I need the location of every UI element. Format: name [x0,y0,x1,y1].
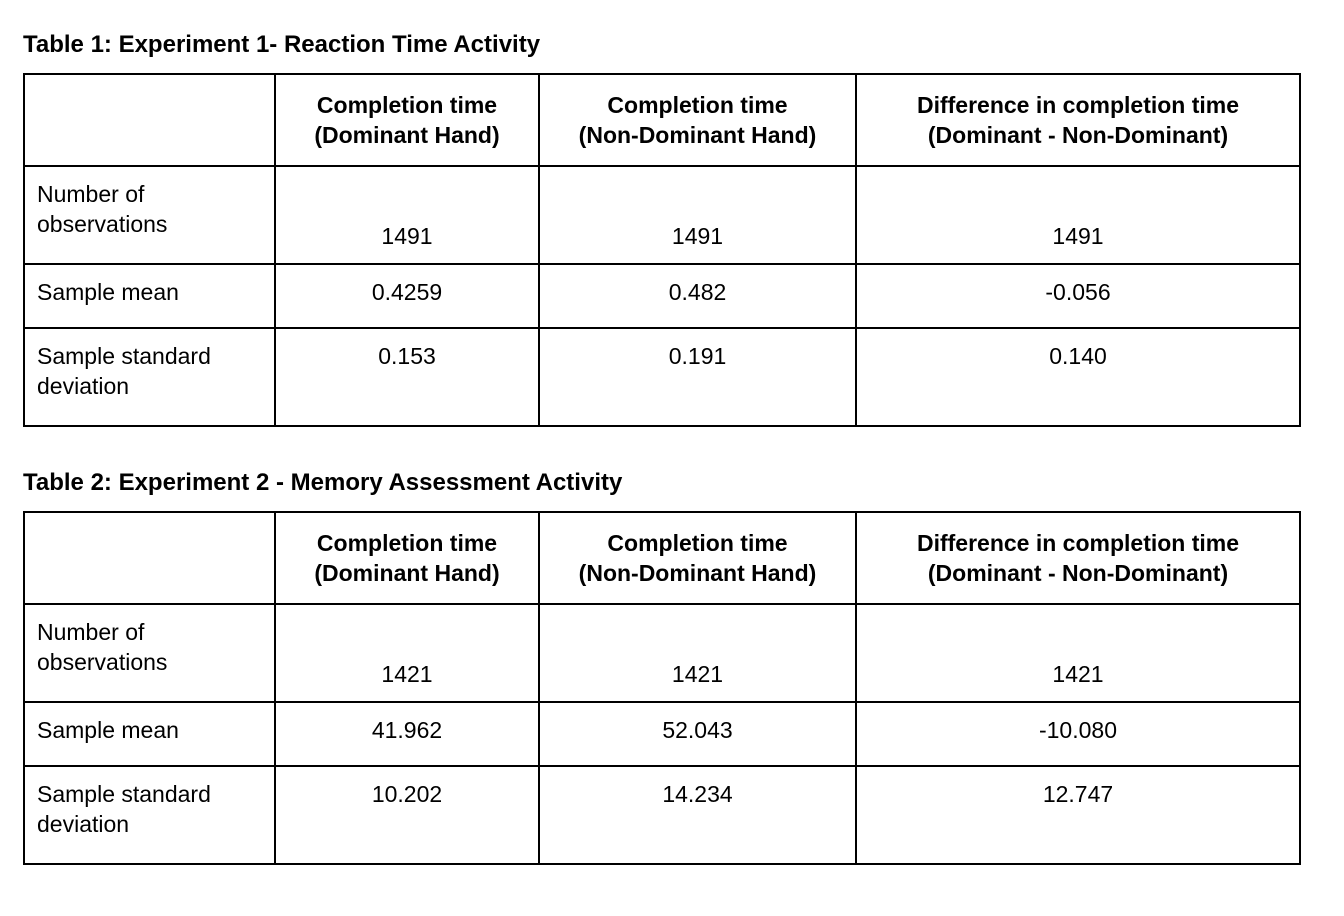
header-line-1: Completion time [607,530,788,556]
table2-title: Table 2: Experiment 2 - Memory Assessmen… [23,469,623,496]
table2-observations-dominant: 1421 [274,603,540,703]
table1-sd-dominant: 0.153 [274,327,540,427]
table1-sd-difference: 0.140 [855,327,1301,427]
table2-observations-difference: 1421 [855,603,1301,703]
table1-observations-difference: 1491 [855,165,1301,265]
table2-corner-cell [23,511,276,605]
table2-sd-difference: 12.747 [855,765,1301,865]
table1-header-row: Completion time (Dominant Hand) Completi… [23,73,1301,167]
table1-observations-non-dominant: 1491 [538,165,857,265]
table2-mean-dominant: 41.962 [274,701,540,767]
row-label-sd: Sample standard deviation [23,765,276,865]
table2-memory-assessment: Completion time (Dominant Hand) Completi… [23,511,1301,865]
table2-observations-non-dominant: 1421 [538,603,857,703]
row-label-mean: Sample mean [23,701,276,767]
table1-title: Table 1: Experiment 1- Reaction Time Act… [23,31,541,58]
table1-row-mean: Sample mean 0.4259 0.482 -0.056 [23,263,1301,329]
header-line-2: (Non-Dominant Hand) [578,122,817,148]
table2-header-non-dominant: Completion time (Non-Dominant Hand) [538,511,857,605]
table2-row-mean: Sample mean 41.962 52.043 -10.080 [23,701,1301,767]
table1-row-sd: Sample standard deviation 0.153 0.191 0.… [23,327,1301,427]
table1-mean-dominant: 0.4259 [274,263,540,329]
header-line-1: Difference in completion time [916,530,1240,556]
header-line-1: Completion time [316,92,498,118]
header-line-2: (Dominant - Non-Dominant) [927,122,1229,148]
table1-observations-dominant: 1491 [274,165,540,265]
row-label-sd: Sample standard deviation [23,327,276,427]
header-line-2: (Non-Dominant Hand) [578,560,817,586]
header-line-2: (Dominant Hand) [314,122,500,148]
row-label-observations: Number of observations [23,165,276,265]
row-label-observations: Number of observations [23,603,276,703]
table2-row-sd: Sample standard deviation 10.202 14.234 … [23,765,1301,865]
header-line-1: Completion time [607,92,788,118]
header-line-2: (Dominant Hand) [314,560,500,586]
header-line-2: (Dominant - Non-Dominant) [927,560,1229,586]
table1-reaction-time: Completion time (Dominant Hand) Completi… [23,73,1301,427]
table2-header-difference: Difference in completion time (Dominant … [855,511,1301,605]
row-label-mean: Sample mean [23,263,276,329]
table2-mean-non-dominant: 52.043 [538,701,857,767]
table2-header-row: Completion time (Dominant Hand) Completi… [23,511,1301,605]
table1-sd-non-dominant: 0.191 [538,327,857,427]
table1-header-non-dominant: Completion time (Non-Dominant Hand) [538,73,857,167]
table2-header-dominant: Completion time (Dominant Hand) [274,511,540,605]
table1-header-difference: Difference in completion time (Dominant … [855,73,1301,167]
header-line-1: Completion time [316,530,498,556]
table1-corner-cell [23,73,276,167]
table1-mean-difference: -0.056 [855,263,1301,329]
header-line-1: Difference in completion time [916,92,1240,118]
table2-mean-difference: -10.080 [855,701,1301,767]
table1-mean-non-dominant: 0.482 [538,263,857,329]
table2-row-observations: Number of observations 1421 1421 1421 [23,603,1301,703]
table2-sd-non-dominant: 14.234 [538,765,857,865]
table1-row-observations: Number of observations 1491 1491 1491 [23,165,1301,265]
table2-sd-dominant: 10.202 [274,765,540,865]
table1-header-dominant: Completion time (Dominant Hand) [274,73,540,167]
